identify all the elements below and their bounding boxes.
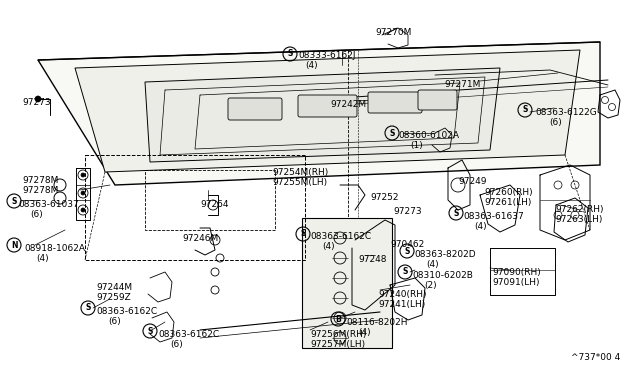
Text: 08360-6102A: 08360-6102A	[398, 131, 459, 140]
Text: 97263(LH): 97263(LH)	[555, 215, 602, 224]
Text: 08333-6162J: 08333-6162J	[298, 51, 355, 60]
Text: S: S	[403, 267, 408, 276]
Text: S: S	[147, 327, 153, 336]
Text: 97244M: 97244M	[96, 283, 132, 292]
Text: 97264: 97264	[200, 200, 228, 209]
Text: (6): (6)	[30, 210, 43, 219]
Text: (4): (4)	[36, 254, 49, 263]
Text: 97240(RH): 97240(RH)	[378, 290, 426, 299]
Text: 97256M(RH): 97256M(RH)	[310, 330, 366, 339]
Text: B: B	[335, 314, 341, 324]
Text: 97273: 97273	[393, 207, 422, 216]
Text: 97260(RH): 97260(RH)	[484, 188, 532, 197]
Text: 08116-8202H: 08116-8202H	[346, 318, 408, 327]
FancyBboxPatch shape	[418, 90, 457, 110]
Text: 97261(LH): 97261(LH)	[484, 198, 531, 207]
Circle shape	[81, 173, 85, 177]
Polygon shape	[75, 50, 580, 172]
Text: S: S	[300, 230, 306, 238]
Circle shape	[35, 96, 41, 102]
Text: 97259Z: 97259Z	[96, 293, 131, 302]
Text: 08310-6202B: 08310-6202B	[412, 271, 473, 280]
Polygon shape	[145, 68, 500, 162]
Text: S: S	[85, 304, 91, 312]
Text: 97273: 97273	[22, 98, 51, 107]
Circle shape	[81, 208, 85, 212]
Text: (4): (4)	[305, 61, 317, 70]
Text: 97257M(LH): 97257M(LH)	[310, 340, 365, 349]
Text: (6): (6)	[549, 118, 562, 127]
Text: 97278M: 97278M	[22, 176, 58, 185]
FancyBboxPatch shape	[368, 92, 422, 113]
Text: S: S	[453, 208, 459, 218]
Text: (2): (2)	[424, 281, 436, 290]
Bar	[145, 170, 275, 230]
Text: N: N	[11, 241, 17, 250]
Text: 97242M: 97242M	[330, 100, 366, 109]
Text: 970462: 970462	[390, 240, 424, 249]
Text: 97262(RH): 97262(RH)	[555, 205, 604, 214]
Text: 97241(LH): 97241(LH)	[378, 300, 425, 309]
Text: (6): (6)	[108, 317, 121, 326]
Text: (1): (1)	[410, 141, 423, 150]
Text: 08363-8202D: 08363-8202D	[414, 250, 476, 259]
Text: 08363-6162C: 08363-6162C	[310, 232, 371, 241]
FancyBboxPatch shape	[298, 95, 357, 117]
Text: (4): (4)	[474, 222, 486, 231]
Text: 97091(LH): 97091(LH)	[492, 278, 540, 287]
Text: 97278M: 97278M	[22, 186, 58, 195]
Circle shape	[81, 191, 85, 195]
Text: 08363-6122G: 08363-6122G	[535, 108, 596, 117]
Text: 97090(RH): 97090(RH)	[492, 268, 541, 277]
Text: S: S	[404, 247, 410, 256]
Text: (4): (4)	[322, 242, 335, 251]
Text: 97248: 97248	[358, 255, 387, 264]
FancyBboxPatch shape	[228, 98, 282, 120]
Text: 08363-6162C: 08363-6162C	[158, 330, 219, 339]
Text: S: S	[522, 106, 528, 115]
Bar	[85, 155, 305, 260]
Text: S: S	[12, 196, 17, 205]
Text: 97249: 97249	[458, 177, 486, 186]
Text: 08363-6162C: 08363-6162C	[96, 307, 157, 316]
Text: S: S	[287, 49, 292, 58]
Text: 08363-61637: 08363-61637	[463, 212, 524, 221]
Text: 08918-1062A: 08918-1062A	[24, 244, 85, 253]
Text: 97271M: 97271M	[444, 80, 481, 89]
Text: (6): (6)	[170, 340, 183, 349]
Text: ^737*00 4: ^737*00 4	[571, 353, 620, 362]
Text: 97252: 97252	[370, 193, 399, 202]
Text: S: S	[389, 128, 395, 138]
Text: (4): (4)	[358, 328, 371, 337]
Bar	[302, 218, 392, 348]
Text: 97246M: 97246M	[182, 234, 218, 243]
Text: 97254M(RH): 97254M(RH)	[272, 168, 328, 177]
Text: 97255M(LH): 97255M(LH)	[272, 178, 327, 187]
Text: 97270M: 97270M	[375, 28, 412, 37]
Text: (4): (4)	[426, 260, 438, 269]
Text: 08363-61037: 08363-61037	[18, 200, 79, 209]
Polygon shape	[38, 42, 600, 185]
